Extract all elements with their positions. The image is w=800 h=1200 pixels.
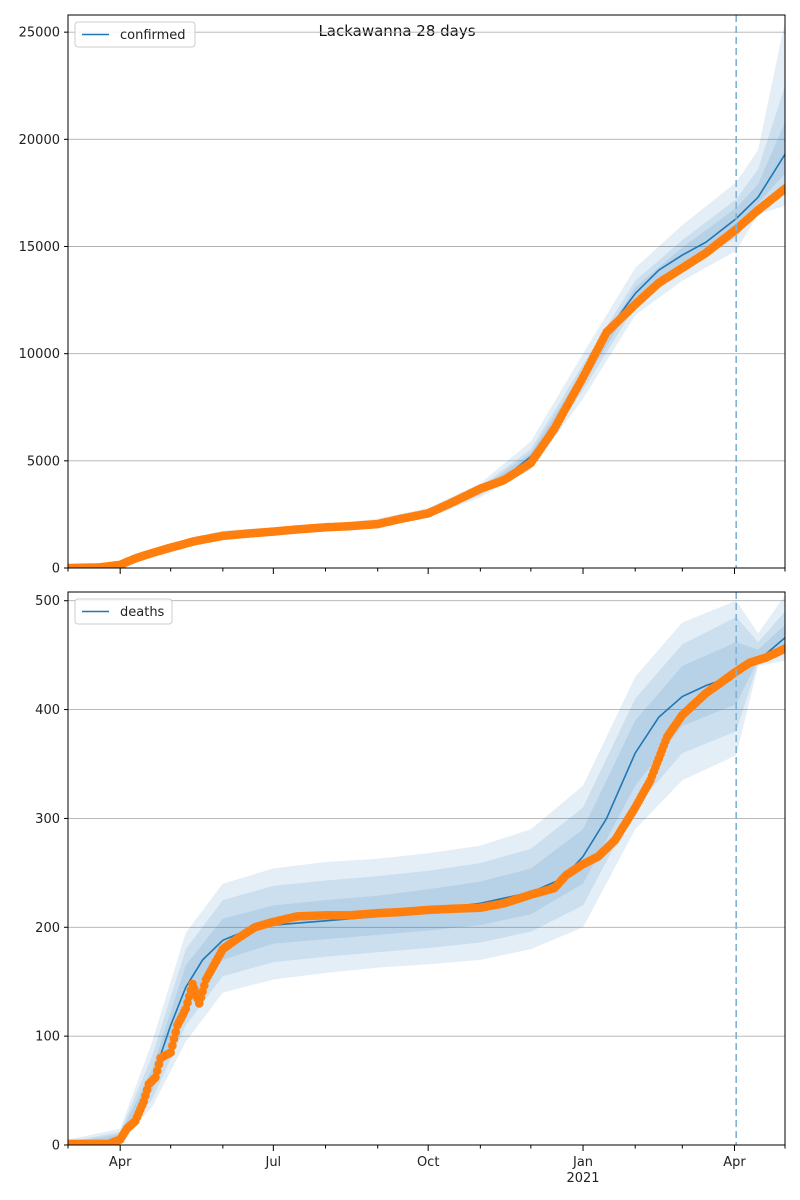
y-tick-label: 200 [35, 921, 60, 936]
figure-title: Lackawanna 28 days [318, 22, 475, 40]
y-tick-label: 0 [52, 562, 60, 577]
uncertainty-band-outer [68, 595, 785, 1145]
observed-point [780, 644, 785, 653]
x-tick-year-label: 2021 [566, 1171, 599, 1186]
observed-point [780, 184, 785, 193]
legend-label: confirmed [120, 28, 186, 43]
legend: confirmed [74, 21, 196, 48]
x-tick-label: Oct [417, 1155, 439, 1170]
y-tick-label: 20000 [19, 133, 60, 148]
uncertainty-band-inner [68, 624, 785, 1145]
x-tick-label: Apr [723, 1155, 746, 1170]
legend-label: deaths [120, 605, 165, 620]
observed-point [168, 1041, 177, 1050]
uncertainty-band-inner [68, 122, 785, 568]
x-tick-label: Jul [264, 1155, 281, 1170]
deaths-panel: 0 100 200 300 400 500 deaths [35, 591, 786, 1154]
y-tick-label: 400 [35, 703, 60, 718]
uncertainty-band-middle [68, 611, 785, 1145]
x-tick-label: Apr [109, 1155, 132, 1170]
y-tick-label: 15000 [19, 240, 60, 255]
y-tick-label: 5000 [27, 454, 60, 469]
observed-point [154, 1060, 164, 1069]
observed-point [151, 1073, 160, 1082]
y-tick-label: 0 [52, 1139, 60, 1154]
legend-box [74, 598, 173, 625]
y-tick-label: 300 [35, 812, 60, 827]
plot-area [68, 595, 785, 1145]
observed-series [68, 184, 785, 568]
x-tick-label: Jan [572, 1155, 593, 1170]
uncertainty-band-middle [68, 85, 785, 568]
legend-box [74, 21, 196, 48]
y-tick-label: 500 [35, 594, 60, 609]
confirmed-panel: 0 5000 10000 15000 20000 25000 confirmed [19, 14, 786, 577]
observed-point [166, 1048, 175, 1057]
axes-frame [67, 14, 786, 569]
y-tick-label: 25000 [19, 26, 60, 41]
observed-series [68, 644, 785, 1145]
uncertainty-band-outer [68, 21, 785, 568]
legend: deaths [74, 598, 173, 625]
axes-frame [67, 591, 786, 1146]
observed-point [171, 1027, 180, 1037]
observed-point [152, 1066, 162, 1076]
y-tick-label: 100 [35, 1030, 60, 1045]
y-tick-label: 10000 [19, 347, 60, 362]
plot-area [68, 21, 785, 568]
observed-point [169, 1034, 179, 1044]
model-line [68, 153, 785, 568]
